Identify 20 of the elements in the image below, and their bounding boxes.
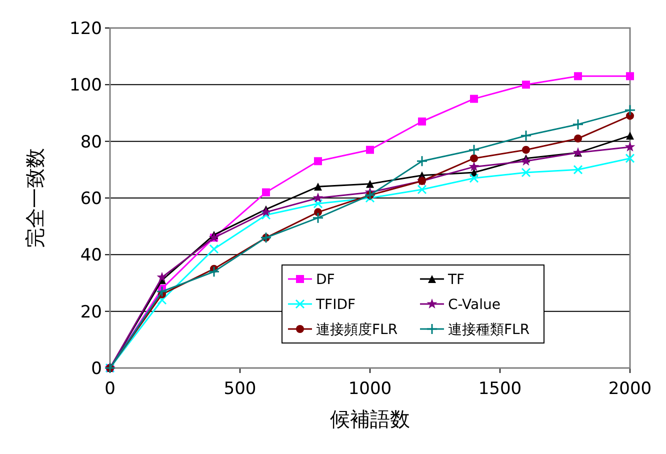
legend-label: 連接頻度FLR bbox=[316, 322, 398, 338]
legend-label: TF bbox=[447, 272, 465, 288]
x-tick-label: 1500 bbox=[478, 379, 522, 399]
x-tick-label: 500 bbox=[224, 379, 256, 399]
legend-label: 連接種類FLR bbox=[448, 322, 530, 338]
x-axis-title: 候補語数 bbox=[330, 407, 410, 431]
legend-label: TFIDF bbox=[315, 297, 356, 313]
y-tick-label: 100 bbox=[70, 76, 102, 96]
legend-label: C-Value bbox=[448, 297, 500, 313]
y-tick-label: 60 bbox=[80, 189, 102, 209]
y-tick-label: 20 bbox=[80, 302, 102, 322]
y-tick-label: 120 bbox=[70, 19, 102, 39]
x-tick-label: 1000 bbox=[348, 379, 392, 399]
legend-label: DF bbox=[316, 272, 335, 288]
x-tick-label: 0 bbox=[104, 379, 116, 399]
y-tick-label: 0 bbox=[91, 359, 102, 379]
x-tick-label: 2000 bbox=[608, 379, 652, 399]
y-tick-label: 40 bbox=[80, 246, 102, 266]
y-tick-label: 80 bbox=[80, 132, 102, 152]
y-axis-title: 完全一致数 bbox=[23, 148, 47, 248]
